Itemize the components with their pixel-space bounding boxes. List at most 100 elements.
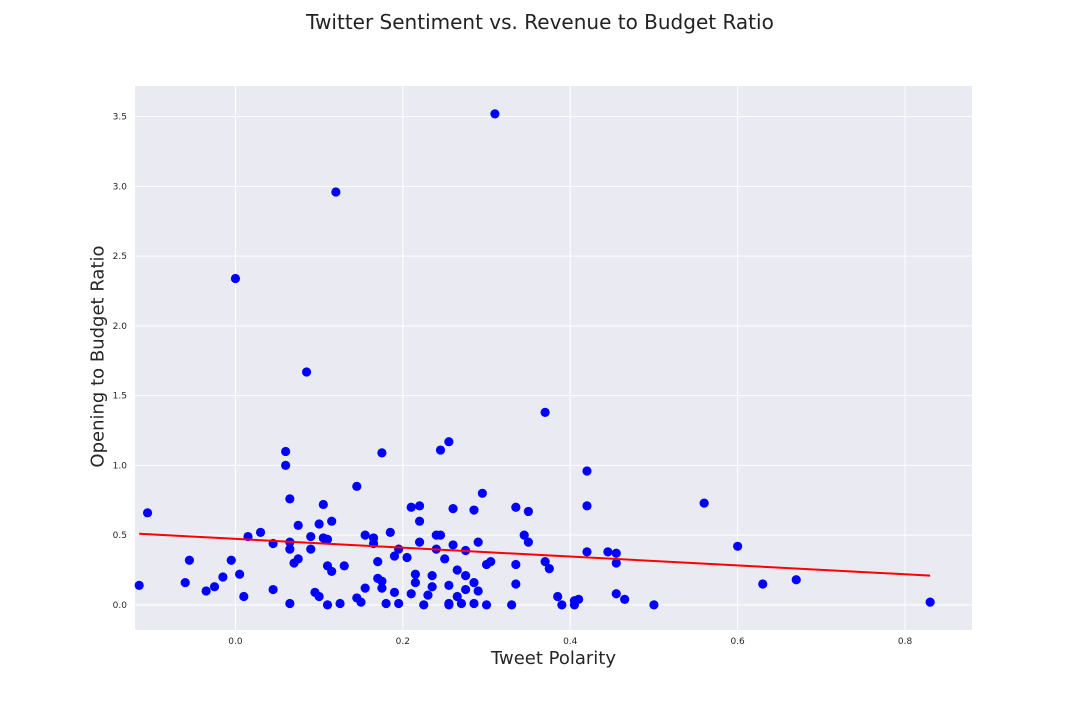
data-point: [327, 566, 337, 577]
data-point: [699, 498, 709, 508]
data-point: [255, 527, 266, 537]
data-point: [758, 579, 768, 589]
data-point: [314, 519, 324, 529]
data-point: [381, 598, 391, 609]
y-tick-label: 2.5: [113, 252, 127, 262]
data-point: [519, 530, 529, 540]
data-point: [394, 598, 404, 609]
data-points: [134, 109, 935, 610]
data-point: [209, 582, 220, 592]
data-point: [423, 590, 433, 600]
data-point: [440, 554, 450, 564]
data-point: [553, 591, 563, 602]
data-point: [318, 499, 328, 510]
data-point: [444, 437, 454, 447]
data-point: [301, 367, 312, 377]
data-point: [511, 579, 521, 589]
x-tick-label: 0.4: [563, 637, 578, 647]
gridlines: [135, 86, 972, 630]
data-point: [184, 555, 195, 565]
data-point: [414, 537, 425, 547]
data-point: [410, 577, 420, 588]
data-point: [540, 557, 550, 567]
data-point: [477, 488, 487, 498]
data-point: [285, 544, 295, 554]
data-point: [448, 540, 458, 550]
data-point: [239, 591, 249, 602]
data-point: [435, 530, 446, 540]
data-point: [456, 598, 467, 609]
y-axis-label: Opening to Budget Ratio: [87, 245, 109, 468]
data-point: [557, 600, 567, 610]
data-point: [523, 537, 533, 547]
data-point: [385, 527, 395, 537]
x-axis-ticks: 0.0 0.2 0.4 0.6 0.8: [228, 637, 912, 647]
data-point: [481, 600, 492, 610]
data-point: [268, 584, 278, 595]
data-point: [511, 559, 521, 570]
y-tick-label: 1.0: [113, 461, 128, 471]
data-point: [791, 575, 801, 585]
data-point: [582, 547, 592, 557]
y-tick-label: 0.5: [113, 531, 127, 541]
data-point: [322, 600, 333, 610]
data-point: [649, 600, 659, 610]
x-tick-label: 0.2: [396, 637, 410, 647]
data-point: [414, 501, 425, 511]
data-point: [360, 530, 370, 540]
data-point: [435, 445, 446, 455]
data-point: [406, 502, 416, 512]
data-point: [427, 582, 437, 592]
data-point: [611, 548, 621, 558]
data-point: [314, 591, 324, 602]
data-point: [377, 448, 387, 458]
data-point: [481, 559, 492, 570]
data-point: [452, 591, 462, 602]
data-point: [611, 589, 621, 599]
data-point: [377, 576, 387, 586]
data-point: [540, 407, 550, 417]
data-point: [603, 547, 613, 557]
y-tick-label: 3.0: [113, 182, 128, 192]
data-point: [335, 598, 345, 609]
data-point: [389, 551, 400, 561]
data-point: [925, 597, 935, 607]
data-point: [134, 580, 144, 590]
y-tick-label: 0.0: [113, 601, 128, 611]
data-point: [473, 586, 483, 596]
data-point: [327, 516, 337, 526]
data-point: [373, 557, 383, 567]
data-point: [389, 587, 400, 597]
data-point: [448, 504, 458, 514]
data-point: [322, 534, 333, 544]
data-point: [733, 541, 743, 551]
data-point: [306, 544, 316, 554]
data-point: [306, 531, 316, 542]
data-point: [469, 577, 479, 588]
data-point: [469, 598, 479, 609]
data-point: [473, 537, 483, 547]
data-point: [469, 505, 479, 515]
y-tick-label: 1.5: [113, 392, 127, 402]
data-point: [142, 508, 153, 518]
data-point: [331, 187, 341, 197]
data-point: [611, 558, 621, 568]
data-point: [461, 584, 471, 595]
data-point: [402, 552, 412, 563]
x-tick-label: 0.8: [898, 637, 913, 647]
data-point: [285, 598, 295, 609]
data-point: [410, 569, 420, 579]
plot-area: [135, 86, 972, 630]
data-point: [582, 466, 592, 476]
data-point: [352, 481, 362, 491]
data-point: [281, 446, 291, 457]
x-tick-label: 0.0: [228, 637, 243, 647]
data-point: [523, 506, 533, 517]
data-point: [235, 569, 245, 579]
data-point: [490, 109, 500, 119]
data-point: [620, 594, 630, 604]
y-tick-label: 2.0: [113, 322, 128, 332]
data-point: [511, 502, 521, 512]
data-point: [444, 600, 454, 610]
